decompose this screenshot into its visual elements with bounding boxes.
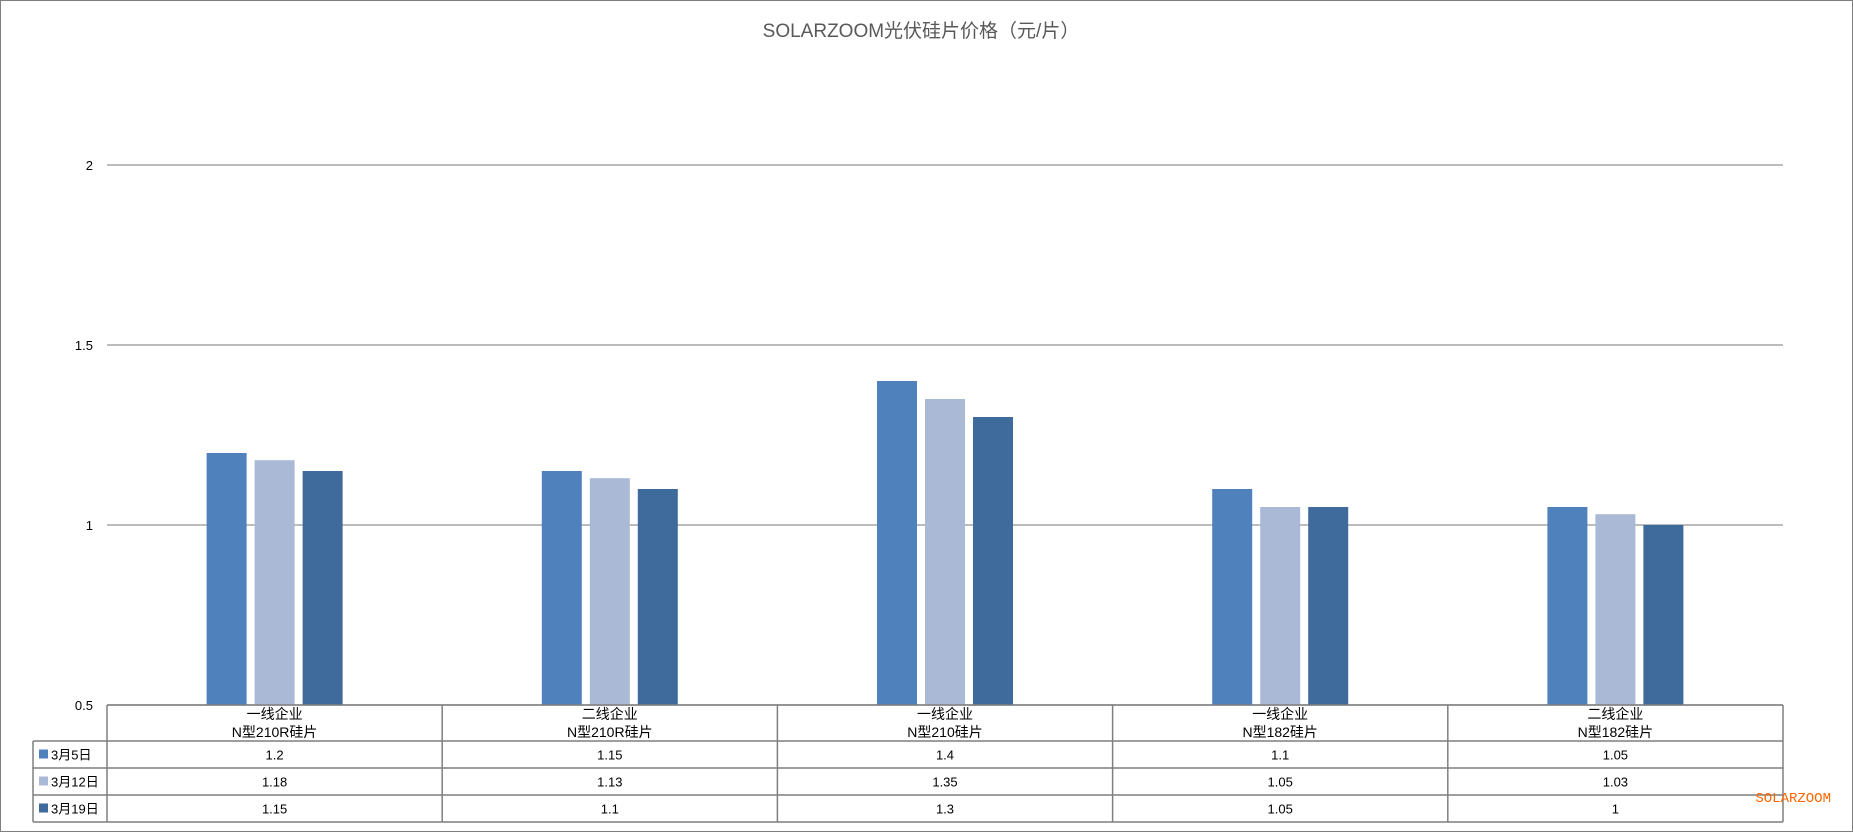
legend-label: 3月5日 xyxy=(51,748,91,763)
data-label: 1.35 xyxy=(932,775,957,790)
bar xyxy=(589,478,630,705)
watermark: SOLARZOOM xyxy=(1755,791,1831,807)
legend-swatch xyxy=(39,776,48,786)
category-label: 一线企业 xyxy=(1252,706,1308,722)
category-label: N型210R硅片 xyxy=(567,724,653,740)
legend-label: 3月12日 xyxy=(51,775,99,790)
data-label: 1.15 xyxy=(597,748,622,763)
bar xyxy=(1547,507,1588,705)
data-label: 1.1 xyxy=(601,802,619,817)
data-label: 1.3 xyxy=(936,802,954,817)
legend-swatch xyxy=(39,803,48,813)
category-label: 二线企业 xyxy=(582,706,638,722)
bar xyxy=(206,453,247,705)
category-label: N型210R硅片 xyxy=(232,724,318,740)
chart-title: SOLARZOOM光伏硅片价格（元/片） xyxy=(763,20,1080,42)
category-label: 一线企业 xyxy=(917,706,973,722)
bar xyxy=(637,489,678,705)
bar xyxy=(1643,525,1684,705)
data-label: 1.03 xyxy=(1603,775,1628,790)
bar xyxy=(1212,489,1253,705)
bar xyxy=(925,399,965,705)
legend-label: 3月19日 xyxy=(51,802,99,817)
bar xyxy=(973,417,1013,705)
bar xyxy=(877,381,917,705)
category-label: N型210硅片 xyxy=(907,724,982,740)
y-tick-label: 0.5 xyxy=(75,698,93,713)
bar xyxy=(254,460,295,705)
bars xyxy=(206,381,1684,705)
data-label: 1.05 xyxy=(1268,775,1293,790)
data-label: 1.13 xyxy=(597,775,622,790)
data-label: 1.18 xyxy=(262,775,287,790)
data-label: 1 xyxy=(1612,802,1619,817)
y-tick-label: 2 xyxy=(86,158,93,173)
data-table: 一线企业N型210R硅片二线企业N型210R硅片一线企业N型210硅片一线企业N… xyxy=(32,704,1784,823)
data-label: 1.05 xyxy=(1268,802,1293,817)
y-axis-ticks: 0.5 1 1.5 2 xyxy=(75,158,93,713)
category-label: 二线企业 xyxy=(1587,706,1643,722)
data-label: 1.1 xyxy=(1271,748,1289,763)
y-tick-label: 1 xyxy=(86,518,93,533)
data-label: 1.4 xyxy=(936,748,954,763)
category-label: N型182硅片 xyxy=(1578,724,1653,740)
category-label: 一线企业 xyxy=(247,706,303,722)
category-label: N型182硅片 xyxy=(1242,724,1317,740)
y-tick-label: 1.5 xyxy=(75,338,93,353)
bar xyxy=(1595,514,1636,705)
bar xyxy=(302,471,343,705)
bar xyxy=(1308,507,1349,705)
bar xyxy=(1260,507,1301,705)
bar xyxy=(541,471,582,705)
data-label: 1.15 xyxy=(262,802,287,817)
legend-swatch xyxy=(39,749,48,759)
data-label: 1.2 xyxy=(266,748,284,763)
data-label: 1.05 xyxy=(1603,748,1628,763)
